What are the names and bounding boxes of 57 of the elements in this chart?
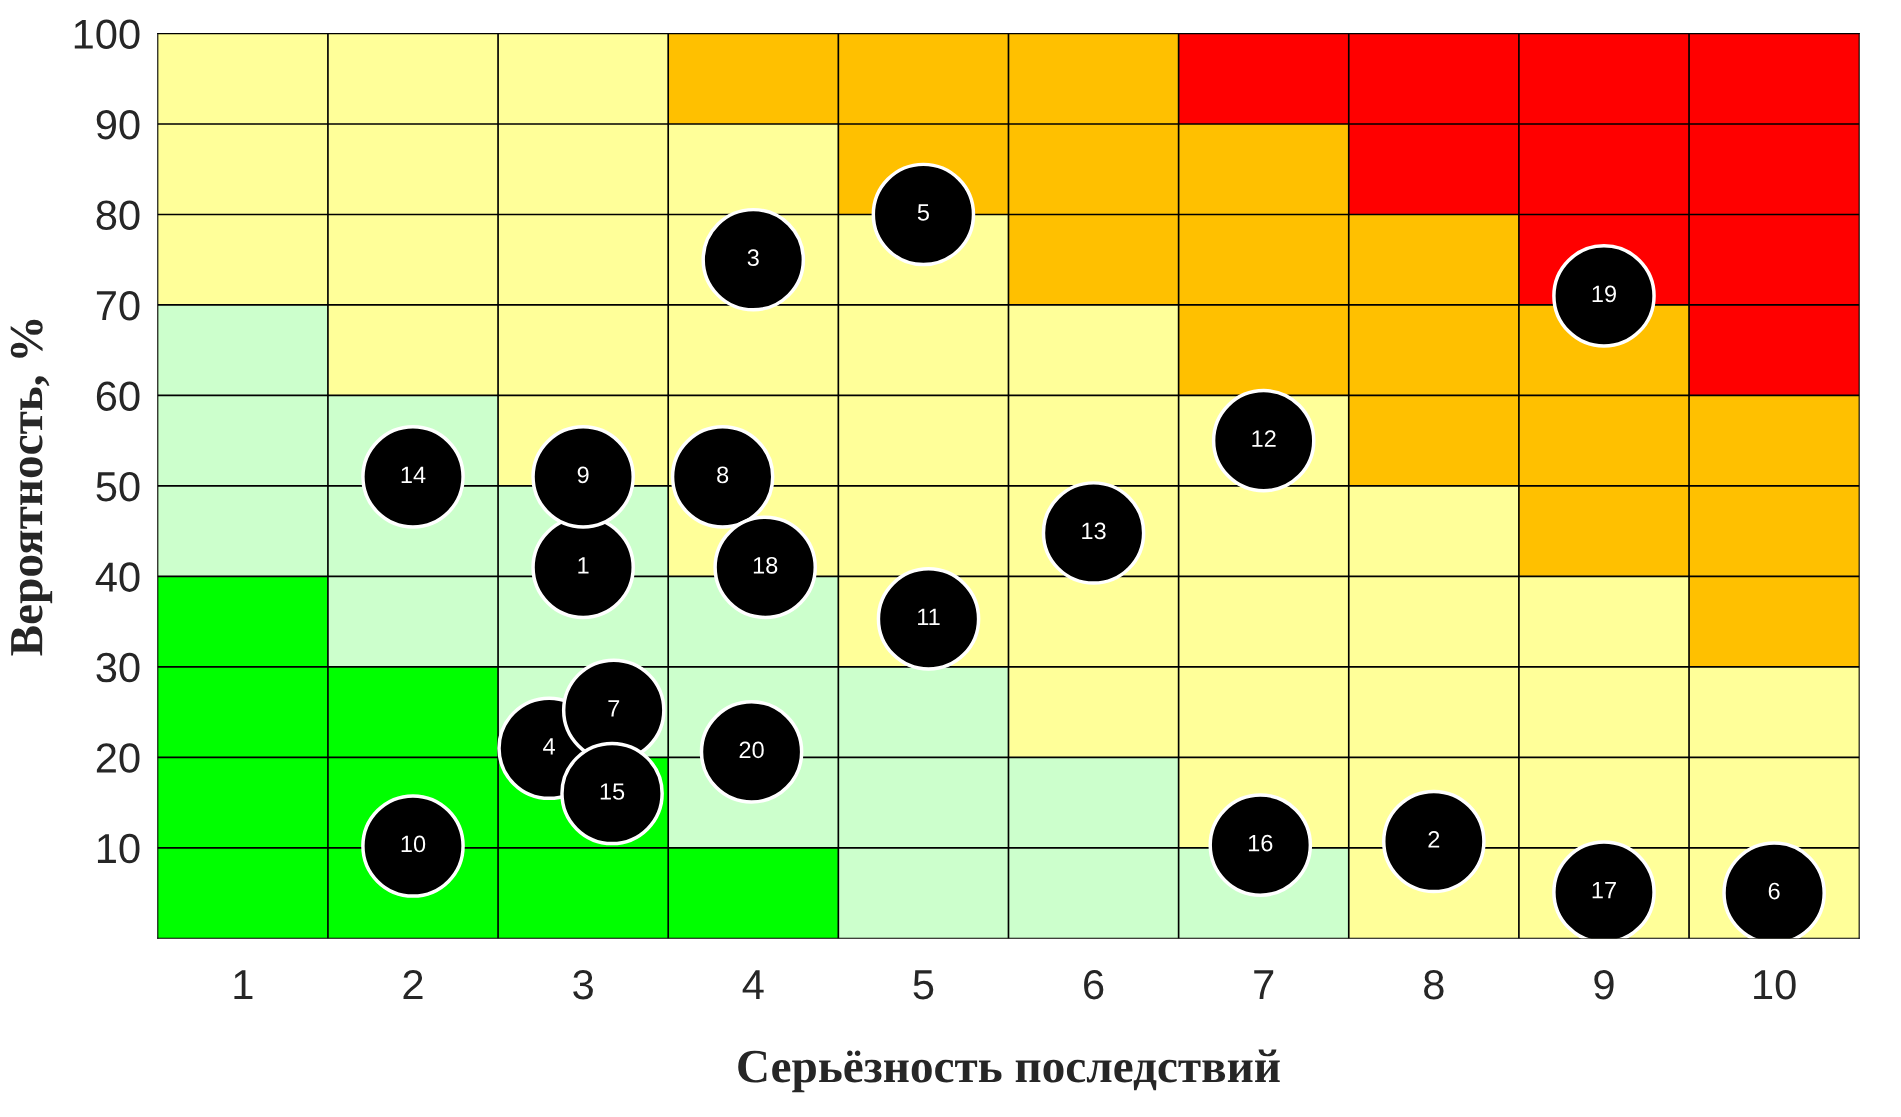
x-tick-label: 8: [1424, 969, 1444, 1000]
annotation: 14: [401, 466, 426, 483]
annotation: 12: [1252, 430, 1276, 447]
annotation: 16: [1248, 834, 1273, 852]
annotation: 2: [1428, 831, 1440, 848]
annotation: 1: [578, 557, 589, 574]
point: [1552, 244, 1656, 348]
x-tick-label: 7: [1254, 970, 1274, 1000]
y-tick-label: 70: [96, 290, 140, 321]
x-axis-title: Серьёзность последствий: [738, 1049, 1280, 1093]
point: [713, 515, 817, 620]
annotation: 11: [918, 608, 940, 625]
x-tick-label: 10: [1754, 969, 1796, 1000]
annotation: 18: [753, 556, 778, 574]
y-tick-label: 40: [95, 562, 140, 592]
point: [670, 425, 775, 529]
annotation: 8: [717, 466, 729, 484]
x-tick-label: 5: [913, 970, 934, 1000]
point: [361, 794, 465, 898]
x-tick-label: 9: [1594, 969, 1614, 1000]
x-tick-label: 1: [234, 970, 253, 1000]
y-tick-label: 50: [96, 471, 140, 502]
point: [1208, 793, 1313, 897]
y-tick-label: 90: [96, 109, 140, 140]
y-tick-label: 80: [96, 200, 140, 230]
x-tick-label: 6: [1084, 969, 1104, 1000]
y-tick-label: 10: [97, 833, 140, 864]
y-tick-label: 30: [96, 652, 140, 683]
point: [531, 425, 635, 529]
point: [1382, 789, 1486, 894]
annotation: 4: [543, 738, 555, 755]
annotation: 3: [747, 249, 759, 267]
annotation: 13: [1082, 522, 1106, 540]
annotation: 6: [1768, 882, 1780, 900]
y-tick-label: 20: [96, 743, 140, 773]
point: [1041, 481, 1146, 585]
point: [560, 741, 664, 846]
annotation: 20: [739, 741, 764, 759]
x-tick-label: 2: [403, 969, 423, 1000]
point: [361, 425, 465, 529]
point: [699, 700, 804, 804]
annotation: 17: [1592, 882, 1616, 899]
annotation: 7: [608, 700, 620, 717]
point: [871, 162, 976, 267]
y-tick-label: 60: [96, 381, 140, 411]
x-tick-label: 4: [742, 970, 764, 1000]
annotation: 19: [1592, 285, 1616, 303]
annotation: 9: [577, 466, 589, 484]
point: [876, 567, 981, 671]
annotation: 15: [600, 783, 625, 800]
x-tick-label: 3: [573, 969, 593, 1000]
point: [1211, 388, 1316, 493]
annotation: 10: [401, 835, 426, 853]
y-axis-title: Вероятность, %: [10, 319, 53, 656]
y-tick-label: 100: [74, 19, 140, 50]
point: [701, 207, 806, 312]
annotation: 5: [917, 204, 929, 221]
